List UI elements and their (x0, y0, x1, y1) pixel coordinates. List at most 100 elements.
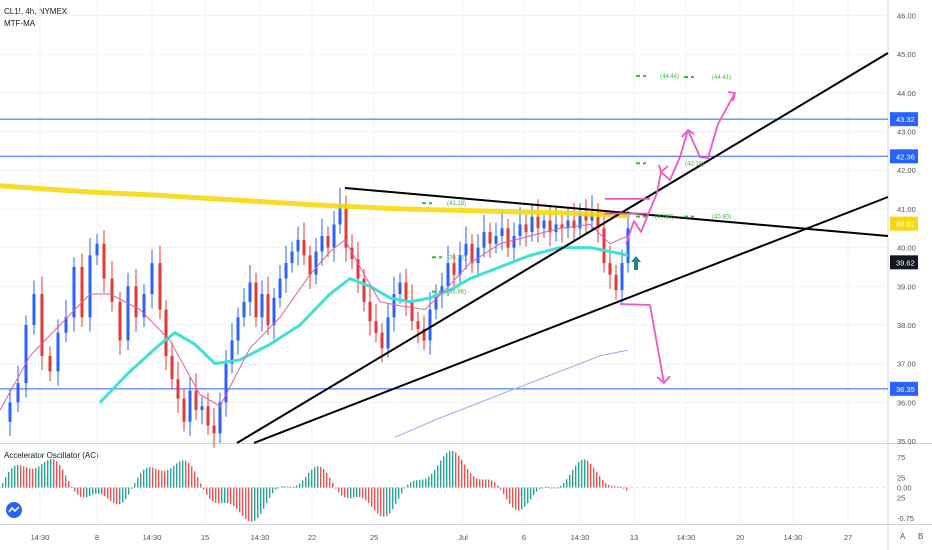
candle-body (356, 259, 360, 279)
candle-body (142, 294, 146, 318)
oscillator-bar (452, 450, 454, 488)
candle-body (102, 243, 106, 279)
candle-body (64, 317, 68, 333)
oscillator-bar (278, 487, 280, 489)
oscillator-bar (476, 478, 478, 488)
oscillator-bar (479, 479, 481, 488)
candle-body (158, 263, 162, 310)
oscillator-bar (179, 461, 181, 488)
oscillator-bar (599, 476, 601, 488)
oscillator-bar (26, 467, 28, 488)
oscillator-bar (464, 464, 466, 488)
candle-body (224, 363, 228, 403)
oscillator-bar (56, 461, 58, 488)
oscillator-bar (152, 467, 154, 488)
oscillator-tick-label: -0.75 (897, 514, 914, 523)
oscillator-bar (242, 487, 244, 516)
arrow-head-mid (658, 164, 669, 173)
oscillator-bar (572, 469, 574, 488)
oscillator-bar (110, 487, 112, 502)
candle-body (150, 263, 154, 295)
oscillator-bar (428, 476, 430, 488)
oscillator-bar (368, 487, 370, 504)
oscillator-bar (365, 487, 367, 501)
oscillator-bar (398, 487, 400, 499)
arrow-head-down (656, 375, 671, 384)
oscillator-bar (605, 483, 607, 488)
oscillator-bar (83, 487, 85, 498)
candle-body (452, 263, 456, 275)
oscillator-bar (176, 463, 178, 488)
candle-body (476, 247, 480, 264)
oscillator-bar (470, 473, 472, 488)
oscillator-bar (395, 487, 397, 505)
oscillator-bar (173, 465, 175, 488)
candle-body (434, 294, 438, 310)
candle-body (614, 274, 618, 291)
oscillator-bar (308, 472, 310, 488)
candle-body (194, 390, 198, 411)
oscillator-bar (533, 487, 535, 495)
candle-body (572, 220, 576, 229)
time-tick-label: 14:30 (143, 533, 162, 542)
oscillator-bar (233, 487, 235, 507)
candle-body (404, 282, 408, 302)
log-scale-button[interactable]: B (918, 532, 924, 541)
level-label: (44.41) (712, 75, 731, 81)
oscillator-bar (386, 487, 388, 516)
oscillator-bar (98, 487, 100, 494)
oscillator-bar (389, 487, 391, 514)
oscillator-bar (35, 467, 37, 488)
oscillator-bar (443, 456, 445, 488)
arrow-head-mid (681, 129, 695, 138)
oscillator-bar (602, 480, 604, 488)
oscillator-bar (293, 486, 295, 488)
oscillator-bar (536, 487, 538, 492)
time-tick-label: 14:30 (31, 533, 50, 542)
candle-body (602, 228, 606, 264)
oscillator-bar (377, 487, 379, 514)
candle-body (416, 321, 420, 329)
oscillator-bar (341, 487, 343, 496)
oscillator-bar (347, 487, 349, 499)
oscillator-label: Accelerator Oscillator (AC) (4, 451, 99, 460)
oscillator-bar (101, 487, 103, 495)
oscillator-bar (113, 487, 115, 504)
oscillator-bar (581, 459, 583, 488)
oscillator-bar (320, 466, 322, 488)
oscillator-bar (71, 486, 73, 488)
candle-body (380, 332, 384, 349)
lavender-moving-average (394, 349, 629, 438)
oscillator-bar (134, 483, 136, 488)
oscillator-bar (530, 487, 532, 500)
bullish-path-arrow (625, 92, 736, 245)
oscillator-bar (461, 459, 463, 488)
price-tick-label: 42.00 (897, 166, 916, 175)
candle-body (56, 332, 60, 372)
oscillator-bar (431, 473, 433, 488)
oscillator-bar (335, 487, 337, 489)
oscillator-bar (14, 465, 16, 488)
oscillator-bar (437, 465, 439, 488)
oscillator-bar (626, 487, 628, 491)
price-tag-label: 40.62 (896, 220, 915, 229)
oscillator-bar (224, 487, 226, 503)
oscillator-bar (170, 468, 172, 488)
oscillator-bar (491, 480, 493, 488)
oscillator-bar (287, 486, 289, 488)
candle-body (40, 294, 44, 356)
time-tick-label: 15 (201, 533, 209, 542)
oscillator-bar (563, 483, 565, 488)
candle-body (230, 340, 234, 364)
time-tick-label: 14:30 (784, 533, 803, 542)
auto-scale-button[interactable]: A (900, 532, 906, 541)
oscillator-bar (62, 469, 64, 488)
candle-body (236, 317, 240, 341)
oscillator-bar (338, 487, 340, 493)
oscillator-bar (503, 487, 505, 495)
oscillator-bar (620, 486, 622, 488)
candle-body (608, 263, 612, 275)
oscillator-bar (86, 487, 88, 498)
candle-body (200, 406, 204, 411)
